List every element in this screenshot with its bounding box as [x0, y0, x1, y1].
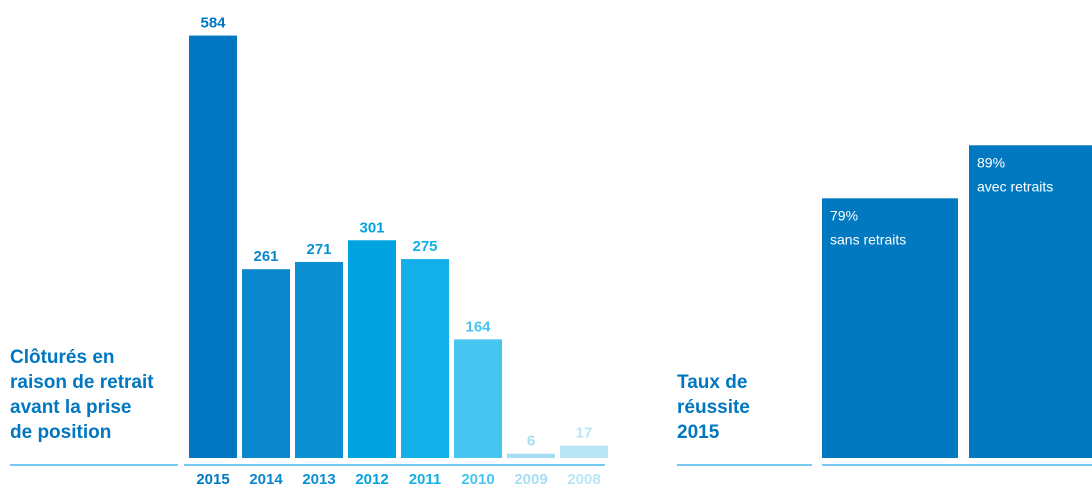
- bar: [189, 35, 237, 458]
- bar: [822, 198, 958, 459]
- bar: [560, 445, 608, 458]
- value-label: 271: [306, 241, 331, 258]
- value-label: 6: [527, 433, 535, 450]
- bar: [969, 145, 1092, 459]
- value-label: 164: [465, 318, 491, 335]
- value-label: 301: [359, 219, 384, 236]
- x-tick-label: 2014: [249, 471, 283, 488]
- chart-title: avant la prise: [10, 397, 131, 418]
- x-tick-label: 2011: [409, 471, 442, 488]
- value-label: 79%: [830, 207, 858, 223]
- bar-label: avec retraits: [977, 178, 1053, 194]
- value-label: 584: [200, 15, 226, 32]
- bar: [242, 269, 290, 458]
- bar: [507, 453, 555, 458]
- value-label: 261: [253, 248, 278, 265]
- x-tick-label: 2013: [302, 471, 335, 488]
- value-label: 89%: [977, 154, 1005, 170]
- bar: [401, 259, 449, 458]
- x-tick-label: 2012: [355, 471, 388, 488]
- bar-label: sans retraits: [830, 231, 906, 247]
- chart-title: de position: [10, 422, 111, 443]
- chart-title: Taux de: [677, 372, 747, 393]
- chart-title: réussite: [677, 397, 750, 418]
- chart-title: 2015: [677, 422, 720, 443]
- value-label: 275: [412, 238, 437, 255]
- bar: [295, 261, 343, 458]
- x-tick-label: 2008: [567, 471, 600, 488]
- bar: [454, 339, 502, 458]
- value-label: 17: [576, 425, 593, 442]
- x-tick-label: 2009: [514, 471, 547, 488]
- x-tick-label: 2010: [461, 471, 494, 488]
- chart-title: raison de retrait: [10, 372, 154, 393]
- chart-title: Clôturés en: [10, 347, 115, 368]
- x-tick-label: 2015: [196, 471, 229, 488]
- bar: [348, 240, 396, 458]
